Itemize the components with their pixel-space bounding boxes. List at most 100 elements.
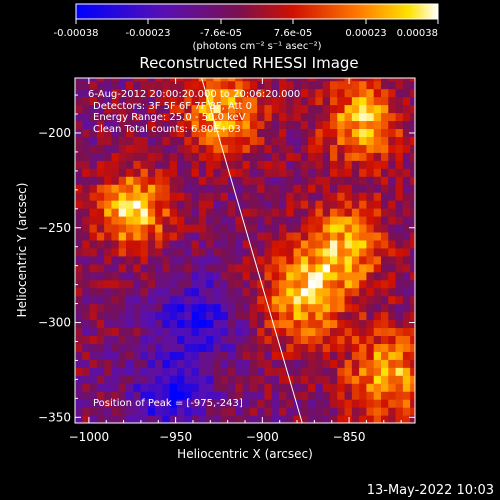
heatmap-cell xyxy=(220,160,229,169)
heatmap-cell xyxy=(344,351,353,360)
heatmap-cell xyxy=(395,136,404,145)
heatmap-cell xyxy=(264,327,273,337)
heatmap-cell xyxy=(147,359,156,368)
heatmap-cell xyxy=(410,359,415,368)
heatmap-cell xyxy=(271,208,280,217)
heatmap-cell xyxy=(300,104,309,114)
heatmap-cell xyxy=(242,208,251,217)
heatmap-cell xyxy=(315,383,324,392)
heatmap-cell xyxy=(388,200,397,209)
heatmap-cell xyxy=(162,88,171,98)
heatmap-cell xyxy=(184,192,193,201)
heatmap-cell xyxy=(286,383,295,392)
heatmap-cell xyxy=(359,192,368,201)
heatmap-cell xyxy=(308,144,317,153)
heatmap-cell xyxy=(388,78,397,82)
heatmap-cell xyxy=(351,216,360,225)
heatmap-cell xyxy=(126,383,134,392)
heatmap-cell xyxy=(213,407,222,416)
heatmap-cell xyxy=(351,303,360,313)
heatmap-cell xyxy=(242,176,251,185)
heatmap-cell xyxy=(89,136,98,145)
heatmap-cell xyxy=(162,359,171,368)
heatmap-cell xyxy=(359,391,368,400)
heatmap-cell xyxy=(315,279,324,289)
heatmap-cell xyxy=(228,271,236,281)
heatmap-cell xyxy=(242,96,251,106)
heatmap-cell xyxy=(96,375,105,384)
heatmap-cell xyxy=(228,216,236,225)
heatmap-cell xyxy=(402,407,411,416)
heatmap-cell xyxy=(271,239,280,249)
heatmap-cell xyxy=(286,152,295,161)
heatmap-cell xyxy=(293,120,302,130)
heatmap-cell xyxy=(169,319,178,329)
heatmap-cell xyxy=(133,160,142,169)
heatmap-cell xyxy=(96,160,105,169)
heatmap-cell xyxy=(322,136,331,145)
heatmap-cell xyxy=(147,343,156,352)
heatmap-cell xyxy=(140,399,149,408)
heatmap-cell xyxy=(89,391,98,400)
heatmap-cell xyxy=(228,311,236,321)
heatmap-cell xyxy=(82,112,91,122)
heatmap-cell xyxy=(286,200,295,209)
colorbar-tick-label: -0.00023 xyxy=(126,28,171,39)
heatmap-cell xyxy=(315,231,324,241)
heatmap-cell xyxy=(206,120,215,130)
heatmap-cell xyxy=(279,343,287,352)
heatmap-cell xyxy=(235,136,244,145)
heatmap-cell xyxy=(104,391,113,400)
heatmap-cell xyxy=(155,88,164,98)
heatmap-cell xyxy=(228,303,236,313)
heatmap-cell xyxy=(351,295,360,305)
heatmap-cell xyxy=(271,287,280,297)
heatmap-cell xyxy=(337,200,346,209)
heatmap-cell xyxy=(96,343,105,352)
heatmap-cell xyxy=(366,359,375,368)
heatmap-cell xyxy=(228,335,236,344)
heatmap-cell xyxy=(235,208,244,217)
heatmap-cell xyxy=(388,104,397,114)
heatmap-cell xyxy=(344,168,353,177)
heatmap-cell xyxy=(133,128,142,137)
heatmap-cell xyxy=(228,407,236,416)
heatmap-cell xyxy=(242,144,251,153)
heatmap-cell xyxy=(177,399,185,408)
heatmap-cell xyxy=(104,136,113,145)
heatmap-cell xyxy=(351,104,360,114)
heatmap-cell xyxy=(279,216,287,225)
heatmap-cell xyxy=(351,279,360,289)
heatmap-cell xyxy=(220,343,229,352)
heatmap-cell xyxy=(264,78,273,82)
heatmap-cell xyxy=(286,239,295,249)
heatmap-cell xyxy=(228,104,236,114)
heatmap-cell xyxy=(220,359,229,368)
heatmap-cell xyxy=(293,216,302,225)
heatmap-cell xyxy=(315,367,324,376)
heatmap-cell xyxy=(191,319,200,329)
heatmap-cell xyxy=(235,295,244,305)
heatmap-cell xyxy=(388,383,397,392)
heatmap-cell xyxy=(322,375,331,384)
heatmap-cell xyxy=(96,415,105,423)
heatmap-cell xyxy=(220,287,229,297)
heatmap-cell xyxy=(198,279,207,289)
heatmap-cell xyxy=(82,383,91,392)
heatmap-cell xyxy=(177,311,185,321)
heatmap-cell xyxy=(96,327,105,337)
heatmap-cell xyxy=(359,295,368,305)
heatmap-cell xyxy=(96,271,105,281)
heatmap-cell xyxy=(242,78,251,82)
heatmap-cell xyxy=(381,223,389,233)
heatmap-cell xyxy=(337,152,346,161)
heatmap-cell xyxy=(118,351,127,360)
heatmap-cell xyxy=(381,120,389,130)
heatmap-cell xyxy=(388,120,397,130)
heatmap-cell xyxy=(177,351,185,360)
heatmap-cell xyxy=(162,399,171,408)
heatmap-cell xyxy=(337,335,346,344)
heatmap-cell xyxy=(279,239,287,249)
heatmap-cell xyxy=(111,255,120,265)
heatmap-cell xyxy=(344,112,353,122)
